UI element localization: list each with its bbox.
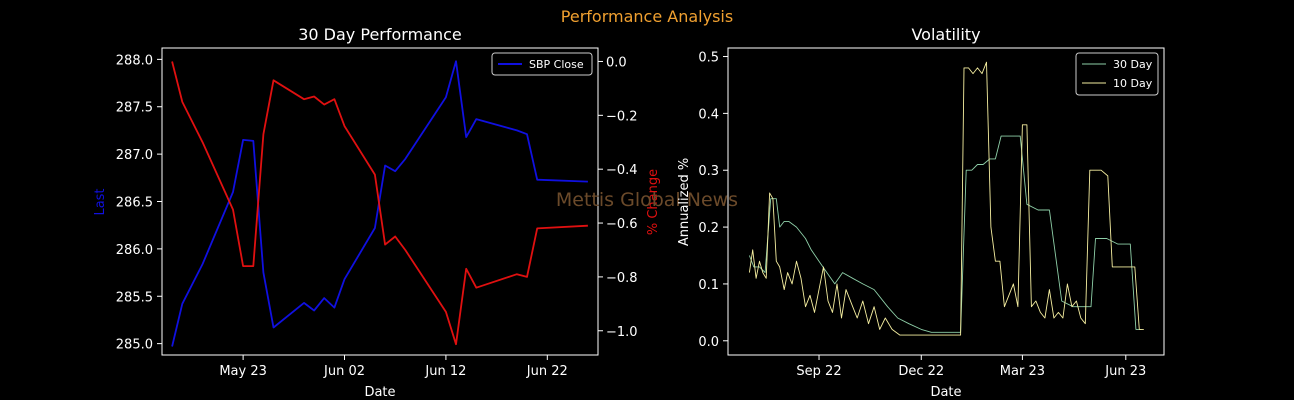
chart1-x-axis: May 23 Jun 02 Jun 12 Jun 22 [219,355,568,379]
chart1-title: 30 Day Performance [298,25,462,44]
y2-tick-label: 0.0 [606,55,627,70]
chart1-xlabel: Date [364,385,395,400]
x-tick-label: Mar 23 [1000,364,1045,379]
chart2-legend-label-30: 30 Day [1113,58,1153,71]
series-line-10-day [748,61,1144,336]
x-tick-label: Jun 22 [526,364,568,379]
chart2-ylabel: Annualized % [677,158,692,246]
y-tick-label: 0.2 [698,221,719,236]
chart1-legend-box [491,52,593,76]
y2-tick-label: −0.4 [606,163,638,178]
y-tick-label: 0.1 [698,278,719,293]
y2-tick-label: −0.8 [606,271,638,286]
y-tick-label: 287.5 [116,101,153,116]
chart1-y2-axis: 0.0 −0.2 −0.4 −0.6 −0.8 −1.0 [598,55,638,340]
y-tick-label: 287.0 [116,148,153,163]
y2-tick-label: −1.0 [606,325,638,340]
chart1-lines [171,60,588,347]
y-tick-label: 286.5 [116,196,153,211]
y2-tick-label: −0.6 [606,217,638,232]
series-line-sbp-close [171,60,588,347]
x-tick-label: Jun 02 [323,364,365,379]
x-tick-label: Dec 22 [898,364,944,379]
chart-volatility: Volatility Sep 22 Dec 22 Mar 23 Jun 23 0.00… [677,25,1165,400]
series-line-pct-change [171,61,588,346]
chart2-title: Volatility [911,25,980,44]
x-tick-label: May 23 [219,364,267,379]
chart2-x-axis: Sep 22 Dec 22 Mar 23 Jun 23 [796,355,1146,379]
chart-30-day-performance: 30 Day Performance May 23 Jun 02 Jun 12 Jun… [93,25,661,400]
figure-suptitle: Performance Analysis [561,7,733,26]
y-tick-label: 286.0 [116,243,153,258]
chart1-legend: SBP Close [491,52,593,76]
chart1-y-axis: 285.0 285.5 286.0 286.5 287.0 287.5 288.0 [116,53,162,353]
y-tick-label: 285.0 [116,338,153,353]
series-line-30-day [748,135,1142,333]
watermark: Mettis Global News [556,189,738,211]
chart2-y-axis: 0.0 0.1 0.2 0.3 0.4 0.5 [698,51,728,350]
chart2-legend: 30 Day 10 Day [1075,52,1159,96]
chart2-plot-frame [727,47,1165,356]
chart1-ylabel: Last [93,188,108,215]
chart2-xlabel: Date [930,385,961,400]
chart2-lines [748,61,1144,336]
x-tick-label: Jun 23 [1104,364,1146,379]
chart1-legend-label: SBP Close [529,58,584,71]
y-tick-label: 0.0 [698,335,719,350]
y2-tick-label: −0.2 [606,109,638,124]
x-tick-label: Jun 12 [424,364,466,379]
chart1-y2label: % Change [646,169,661,235]
y-tick-label: 0.4 [698,107,719,122]
y-tick-label: 285.5 [116,290,153,305]
y-tick-label: 0.5 [698,51,719,66]
y-tick-label: 0.3 [698,164,719,179]
y-tick-label: 288.0 [116,53,153,68]
chart2-legend-label-10: 10 Day [1113,77,1153,90]
x-tick-label: Sep 22 [796,364,841,379]
